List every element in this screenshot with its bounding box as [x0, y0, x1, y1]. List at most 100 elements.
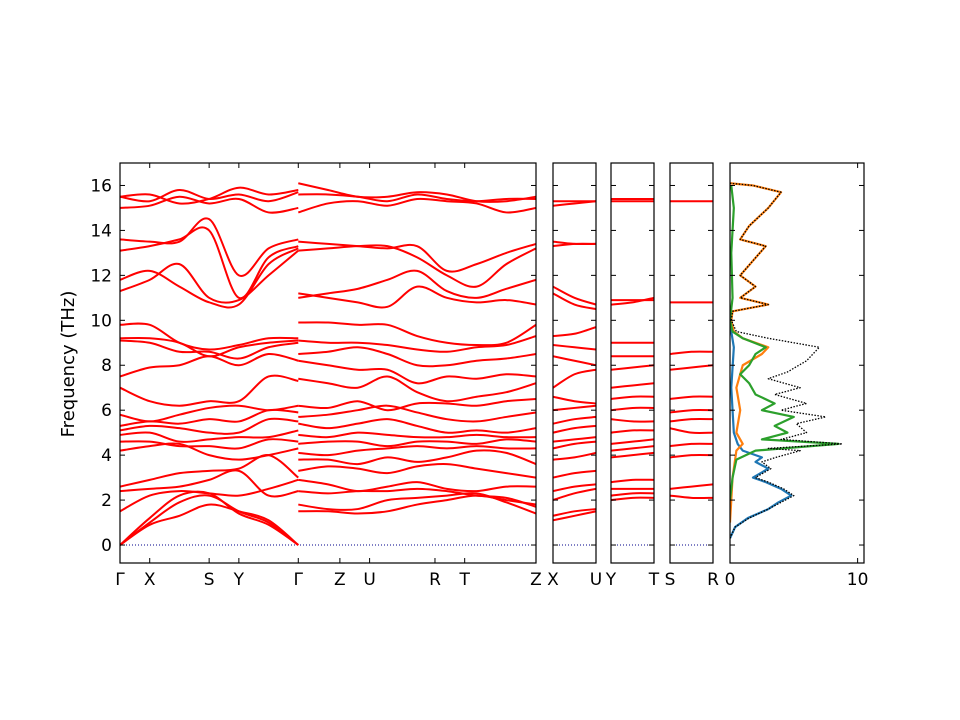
phonon-band: [611, 382, 654, 389]
phonon-band: [553, 487, 596, 502]
phonon-band: [553, 395, 596, 405]
phonon-band: [611, 395, 654, 400]
phonon-band: [298, 346, 536, 368]
phonon-band: [120, 417, 299, 435]
phonon-band: [553, 436, 596, 443]
x-tick-label: R: [707, 570, 719, 590]
phonon-band: [298, 431, 536, 439]
phonon-band: [553, 355, 596, 367]
phonon-band: [553, 368, 596, 389]
phonon-band: [298, 244, 536, 288]
phonon-band: [611, 296, 654, 306]
phonon-band: [120, 336, 299, 358]
phonon-band: [553, 424, 596, 434]
x-tick-label: Z: [530, 570, 542, 590]
phonon-band: [120, 494, 299, 546]
phonon-band: [120, 503, 299, 546]
x-tick-label: U: [363, 570, 375, 590]
dos-panel: 0 10: [725, 162, 868, 590]
phonon-band: [611, 478, 654, 484]
x-tick-label: S: [665, 570, 676, 590]
phonon-band: [298, 240, 536, 273]
y-axis-label: Frequency (THz): [58, 291, 79, 438]
phonon-band: [120, 478, 299, 513]
phonon-band: [553, 326, 596, 338]
dos-partial-curve: [730, 182, 783, 523]
panel-frame: [610, 162, 655, 564]
phonon-band: [611, 492, 654, 497]
phonon-band: [611, 406, 654, 412]
phonon-band: [298, 418, 536, 434]
phonon-band: [553, 469, 596, 479]
phonon-band: [120, 438, 299, 450]
phonon-band: [611, 445, 654, 452]
x-tick-label: X: [547, 570, 559, 590]
dos-frame: [729, 162, 865, 564]
phonon-band: [120, 429, 299, 443]
phonon-band: [611, 429, 654, 434]
phonon-band: [670, 418, 713, 423]
phonon-band: [120, 339, 299, 360]
phonon-band: [670, 483, 713, 490]
phonon-band: [120, 217, 299, 277]
x-tick-label: Y: [605, 570, 617, 590]
phonon-band: [298, 375, 536, 403]
phonon-band: [297, 197, 536, 214]
x-tick-label: Γ: [115, 570, 125, 590]
phonon-band: [553, 404, 596, 412]
y-tick-label: 2: [101, 491, 112, 511]
bands: [611, 197, 654, 502]
phonon-band: [298, 285, 536, 309]
phonon-band: [120, 374, 299, 407]
phonon-band: [670, 409, 713, 414]
phonon-band: [120, 442, 299, 461]
x-tick-label: Z: [334, 570, 346, 590]
x-tick-label: X: [144, 570, 156, 590]
phonon-band: [120, 454, 299, 488]
phonon-band: [120, 353, 299, 378]
dos-x-tick-label: 0: [725, 570, 736, 590]
dos-curves: [730, 182, 843, 539]
phonon-band: [298, 397, 536, 412]
phonon-band: [553, 510, 596, 522]
y-tick-label: 8: [101, 356, 112, 376]
phonon-band: [298, 463, 536, 479]
x-tick-label: Γ: [294, 570, 304, 590]
x-tick-label: S: [204, 570, 215, 590]
x-tick-label: T: [648, 570, 660, 590]
bands: [553, 200, 596, 522]
y-tick-label: 6: [101, 401, 112, 421]
x-tick-label: T: [458, 570, 470, 590]
bands: [120, 182, 536, 546]
phonon-band: [120, 404, 299, 423]
y-tick-label: 12: [90, 266, 112, 286]
phonon-band: [670, 427, 713, 434]
phonon-band: [298, 359, 536, 385]
phonon-band: [553, 451, 596, 461]
phonon-band: [553, 508, 596, 517]
phonon-band: [298, 321, 536, 347]
phonon-band: [611, 364, 654, 371]
phonon-band: [120, 226, 299, 299]
phonon-band: [611, 418, 654, 423]
y-tick-label: 14: [90, 221, 112, 241]
phonon-band: [553, 483, 596, 493]
panel-frame: [669, 162, 714, 564]
phonon-band: [670, 364, 713, 371]
panel-frame: [552, 162, 597, 564]
phonon-band: [553, 285, 596, 306]
bands: [670, 200, 713, 499]
y-tick-label: 10: [90, 311, 112, 331]
phonon-band: [611, 496, 654, 502]
x-tick-label: Y: [233, 570, 245, 590]
phonon-band: [298, 335, 536, 353]
phonon-band: [670, 395, 713, 400]
y-tick-label: 4: [101, 446, 112, 466]
phonon-band: [120, 249, 299, 304]
phonon-band: [553, 440, 596, 450]
y-tick-label: 16: [90, 176, 112, 196]
phonon-band: [298, 193, 536, 203]
